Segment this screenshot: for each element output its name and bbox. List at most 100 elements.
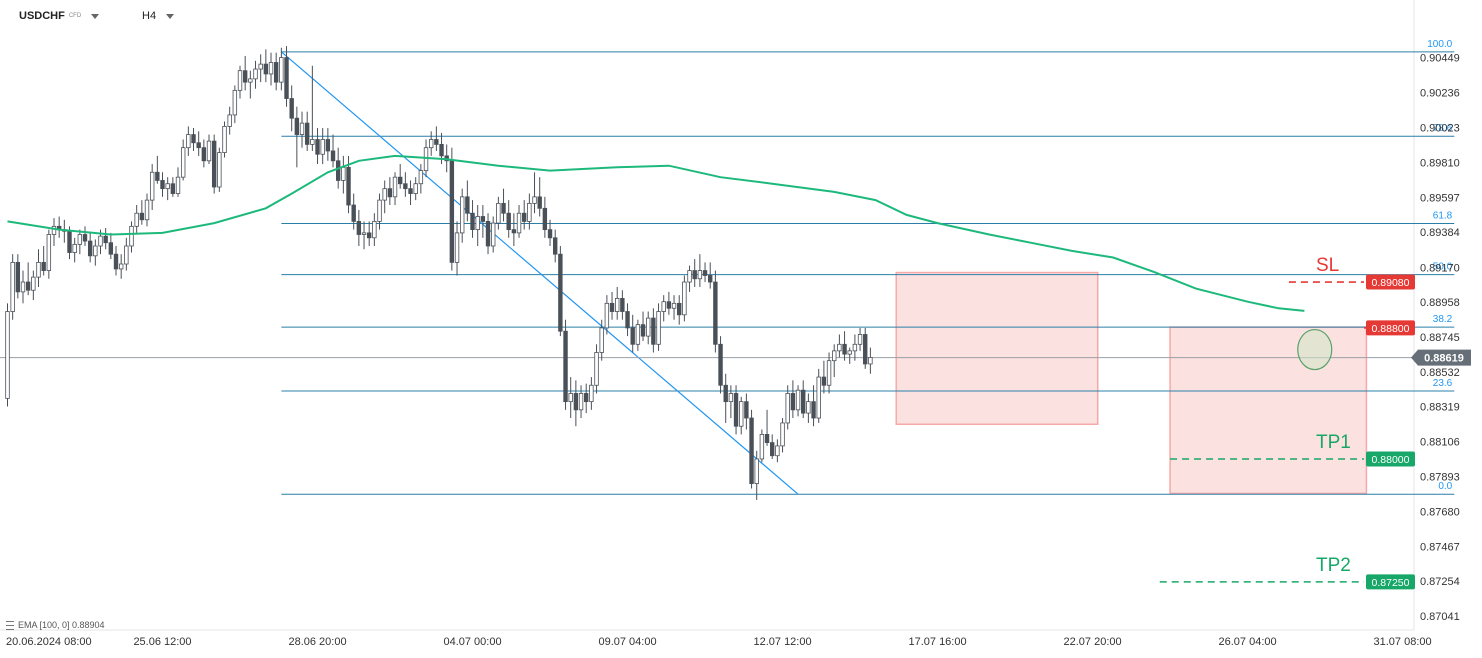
price-axis-tick: 0.87893 bbox=[1420, 472, 1460, 484]
candle-body bbox=[413, 183, 418, 194]
candle-body bbox=[801, 389, 806, 414]
candle-body bbox=[206, 140, 212, 162]
candle-body bbox=[20, 281, 26, 293]
candle-body bbox=[609, 302, 615, 312]
candle-body bbox=[77, 234, 83, 245]
candle-body bbox=[253, 68, 258, 80]
tp-annotation-label: TP2 bbox=[1316, 555, 1351, 576]
candle-body bbox=[713, 281, 718, 345]
time-axis-tick: 31.07 08:00 bbox=[1374, 636, 1432, 648]
tp-price-tag bbox=[1366, 574, 1415, 590]
candle-body bbox=[93, 245, 98, 257]
tp-price-tag-text: 0.88000 bbox=[1372, 454, 1410, 466]
candle-body bbox=[263, 63, 269, 75]
candle-body bbox=[522, 212, 527, 222]
time-axis-tick: 25.06 12:00 bbox=[133, 636, 191, 648]
candle-body bbox=[87, 240, 93, 257]
candle-body bbox=[279, 57, 284, 83]
candle-body bbox=[186, 134, 191, 149]
candle-body bbox=[392, 176, 398, 198]
candle-body bbox=[708, 275, 713, 283]
price-axis-tick: 0.88106 bbox=[1420, 437, 1460, 449]
consolidation-zone-1 bbox=[895, 271, 1099, 426]
candle-body bbox=[573, 393, 579, 411]
candle-body bbox=[852, 343, 858, 352]
price-axis-tick: 0.89597 bbox=[1420, 192, 1460, 204]
candle-body bbox=[113, 253, 119, 270]
fib-level-label: 0.0 bbox=[1438, 481, 1452, 492]
sl-price-tag-text: 0.88800 bbox=[1372, 323, 1410, 335]
candle-body bbox=[335, 160, 341, 181]
candle-body bbox=[485, 221, 491, 247]
candle-body bbox=[682, 281, 687, 316]
candle-body bbox=[527, 202, 532, 222]
candle-body bbox=[475, 216, 480, 231]
candle-body bbox=[428, 139, 434, 149]
candle-body bbox=[594, 352, 599, 386]
candle-body bbox=[397, 176, 403, 185]
candle-body bbox=[237, 70, 243, 91]
candle-body bbox=[599, 327, 604, 353]
candle-body bbox=[366, 232, 372, 239]
candle-body bbox=[351, 204, 356, 222]
candle-body bbox=[733, 393, 739, 427]
fib-level-label: 61.8 bbox=[1433, 211, 1453, 222]
price-axis-tick: 0.87467 bbox=[1420, 541, 1460, 553]
price-axis-tick: 0.88745 bbox=[1420, 332, 1460, 344]
candle-body bbox=[160, 180, 165, 190]
candle-body bbox=[511, 229, 517, 234]
candle-body bbox=[155, 171, 160, 181]
candle-body bbox=[816, 376, 821, 419]
candle-body bbox=[434, 139, 439, 145]
candle-body bbox=[842, 343, 847, 355]
candle-body bbox=[553, 237, 558, 255]
candle-body bbox=[439, 144, 444, 157]
candle-body bbox=[775, 445, 780, 457]
candle-body bbox=[211, 140, 217, 188]
ema-legend-text: EMA [100, 0] 0.88904 bbox=[18, 620, 105, 630]
candle-body bbox=[403, 183, 408, 190]
fib-level-label: 23.6 bbox=[1433, 378, 1453, 389]
candle-body bbox=[759, 434, 765, 460]
candle-body bbox=[222, 125, 227, 154]
timeframe-label: H4 bbox=[142, 10, 157, 22]
symbol-name: USDCHF bbox=[19, 10, 65, 22]
candle-body bbox=[175, 176, 181, 194]
price-axis-tick: 0.90023 bbox=[1420, 123, 1460, 135]
candle-body bbox=[501, 202, 506, 214]
candle-body bbox=[496, 202, 501, 224]
candle-body bbox=[118, 263, 124, 270]
highlight-circle bbox=[1297, 328, 1333, 371]
candle-body bbox=[423, 147, 429, 172]
candle-body bbox=[744, 401, 749, 419]
price-axis-tick: 0.88532 bbox=[1420, 367, 1460, 379]
candle-body bbox=[242, 70, 248, 83]
candle-body bbox=[532, 196, 537, 204]
candle-body bbox=[46, 234, 52, 271]
candle-body bbox=[361, 232, 367, 235]
candle-body bbox=[248, 78, 253, 83]
candle-body bbox=[356, 221, 362, 235]
price-axis-tick: 0.90449 bbox=[1420, 53, 1460, 65]
candle-body bbox=[646, 317, 651, 337]
candle-body bbox=[537, 196, 542, 209]
candle-body bbox=[692, 270, 697, 280]
fib-level-label: 50.0 bbox=[1433, 262, 1453, 273]
time-axis-tick: 09.07 04:00 bbox=[598, 636, 656, 648]
candle-body bbox=[72, 243, 77, 253]
candle-body bbox=[454, 232, 460, 263]
timeframe-dropdown-caret-icon[interactable] bbox=[166, 13, 175, 19]
candle-body bbox=[697, 270, 703, 280]
candle-body bbox=[299, 122, 305, 135]
candle-body bbox=[615, 298, 620, 312]
candle-body bbox=[718, 343, 723, 386]
candle-body bbox=[294, 117, 300, 135]
symbol-dropdown-caret-icon[interactable] bbox=[91, 13, 100, 19]
candle-body bbox=[372, 221, 377, 239]
candle-body bbox=[785, 393, 790, 424]
candle-body bbox=[418, 170, 424, 185]
price-axis-tick: 0.89170 bbox=[1420, 262, 1460, 274]
candle-body bbox=[687, 270, 692, 283]
candle-body bbox=[749, 417, 754, 484]
